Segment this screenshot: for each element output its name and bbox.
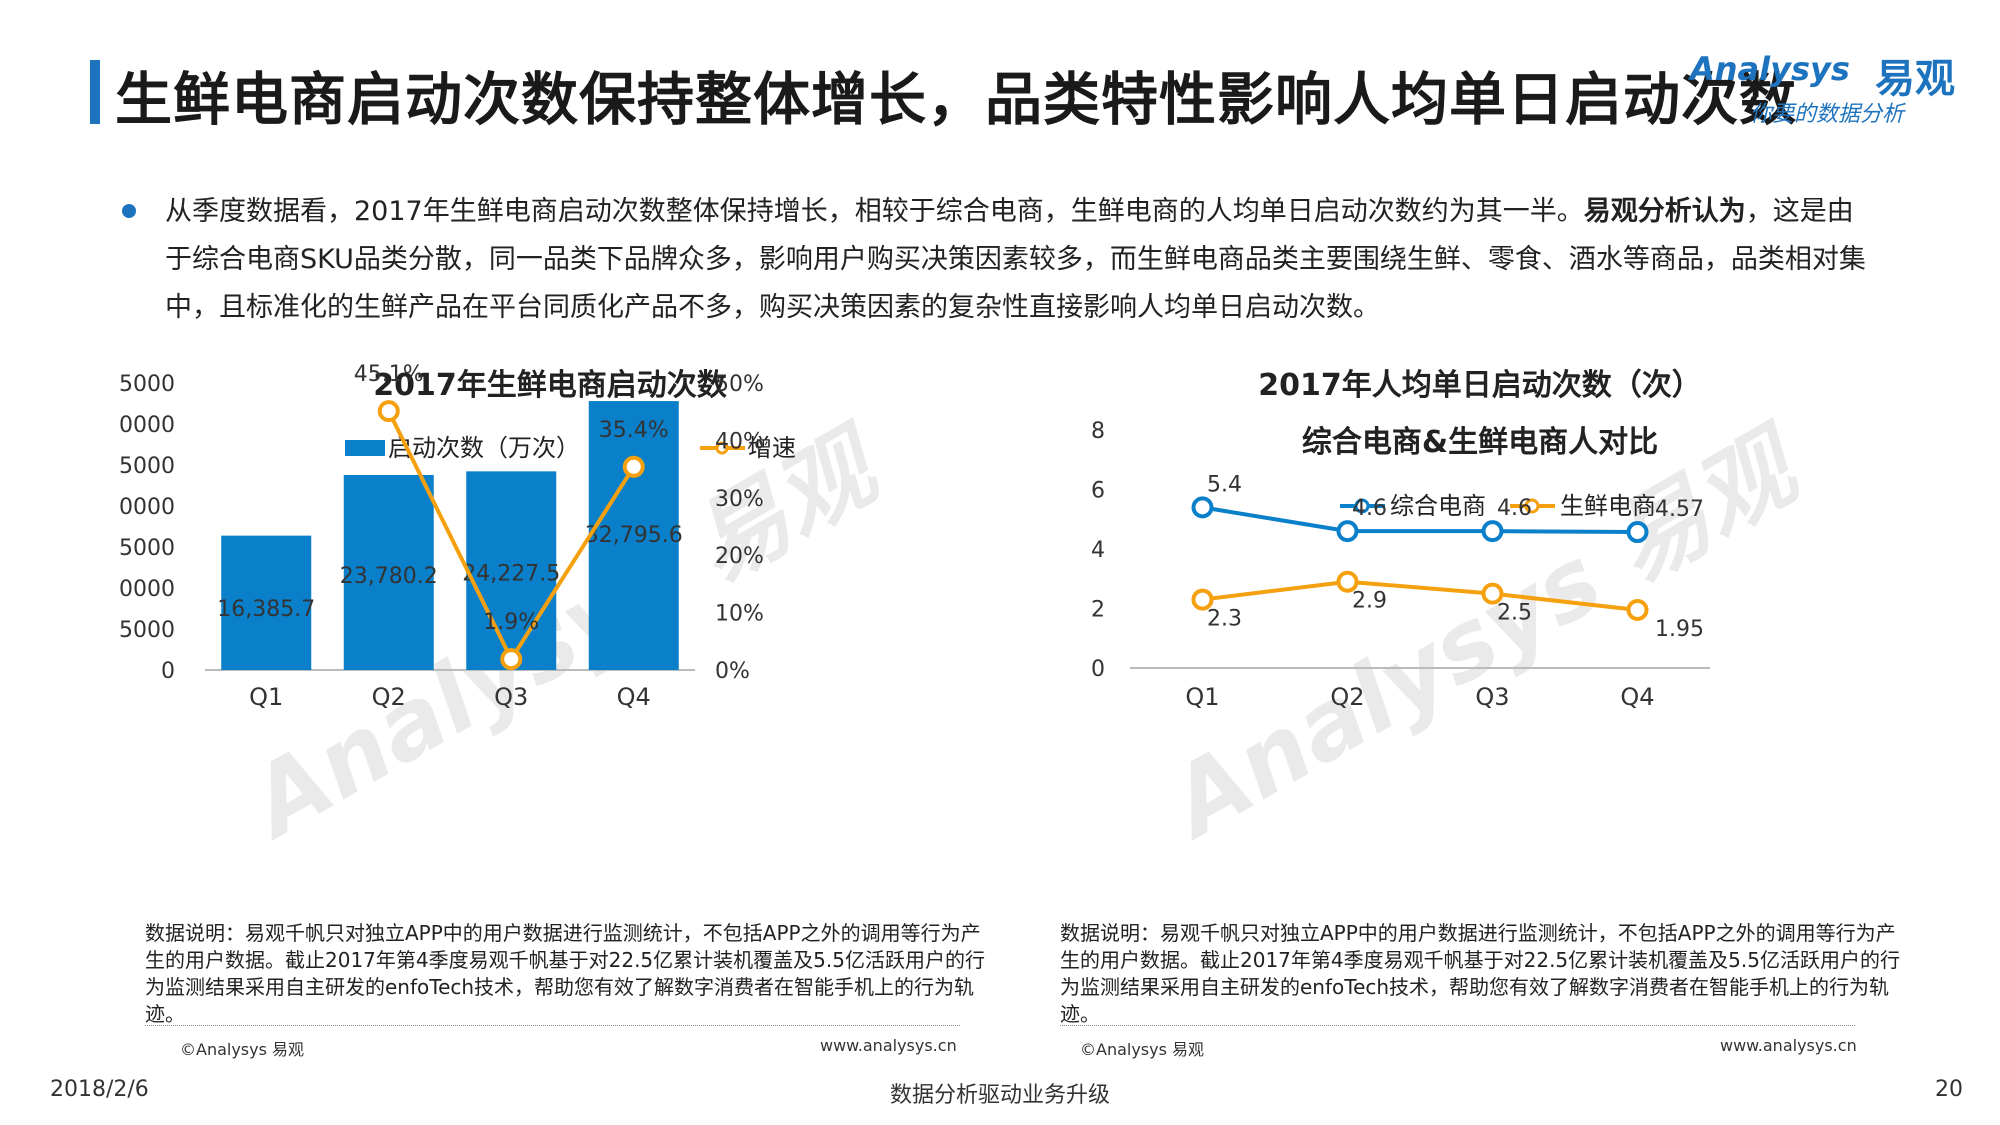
legend-marker-series-1 [1354, 498, 1370, 514]
summary-highlight: 易观分析认为 [1583, 196, 1746, 227]
series-value-label: 5.4 [1207, 472, 1242, 497]
bar-value-label: 32,795.6 [585, 523, 683, 548]
y-tick-label: 8 [1091, 419, 1105, 444]
series-point [1191, 588, 1214, 611]
series-point [1626, 521, 1649, 544]
series-value-label: 4.6 [1497, 496, 1532, 521]
y2-tick-label: 0% [715, 659, 750, 684]
series-value-label: 2.9 [1352, 589, 1387, 614]
title-accent-bar [90, 60, 100, 124]
series-value-label: 2.5 [1497, 601, 1532, 626]
x-tick-label: Q2 [1330, 683, 1364, 711]
y2-tick-label: 20% [715, 544, 764, 569]
series-value-label: 1.95 [1655, 617, 1704, 642]
copyright-left: ©Analysys 易观 [180, 1040, 305, 1059]
series-point [1191, 496, 1214, 519]
y-tick-label: 10000 [120, 577, 175, 602]
x-tick-label: Q1 [249, 683, 283, 711]
x-tick-label: Q1 [1185, 683, 1219, 711]
series-point [1336, 520, 1359, 543]
bar-value-label: 24,227.5 [462, 562, 560, 587]
logo-text-en: Analysys [1690, 50, 1850, 88]
series-point [1336, 570, 1359, 593]
growth-point [500, 648, 523, 671]
copyright-right: ©Analysys 易观 [1080, 1040, 1205, 1059]
logo-text-cn: 易观 [1875, 56, 1955, 102]
brand-logo: Analysys 易观 你要的数据分析 [1690, 50, 1970, 127]
y-tick-label: 0 [161, 659, 175, 684]
website-left: www.analysys.cn [820, 1036, 957, 1055]
legend-marker-series-2 [1524, 498, 1540, 514]
summary-paragraph: 从季度数据看，2017年生鲜电商启动次数整体保持增长，相较于综合电商，生鲜电商的… [165, 188, 1880, 332]
y2-tick-label: 40% [715, 429, 764, 454]
logo-tagline: 你要的数据分析 [1750, 102, 1905, 127]
chart-title: 2017年人均单日启动次数（次） [1258, 368, 1702, 403]
series-point [1481, 582, 1504, 605]
daily-launch-chart: 2017年人均单日启动次数（次） 综合电商&生鲜电商人对比 综合电商 生鲜电商 … [1091, 368, 1710, 711]
website-right: www.analysys.cn [1720, 1036, 1857, 1055]
series-line [1202, 505, 1638, 535]
y-tick-label: 15000 [120, 536, 175, 561]
legend-label-series-2: 生鲜电商 [1560, 492, 1656, 520]
y-tick-label: 5000 [120, 618, 175, 643]
chart-subtitle: 综合电商&生鲜电商人对比 [1302, 425, 1658, 460]
y2-tick-label: 10% [715, 602, 764, 627]
y-tick-label: 30000 [120, 413, 175, 438]
y-tick-label: 4 [1091, 538, 1105, 563]
launch-count-chart: 2017年生鲜电商启动次数 启动次数（万次） 增速 0 5000 10000 1500… [120, 362, 796, 711]
x-tick-label: Q4 [617, 683, 651, 711]
legend-marker-line [715, 441, 729, 455]
bar-value-label: 23,780.2 [340, 564, 438, 589]
growth-label: 1.9% [483, 610, 539, 635]
series-line [1202, 579, 1638, 612]
legend-label-line: 增速 [748, 434, 796, 462]
y2-tick-label: 30% [715, 487, 764, 512]
footer-slogan: 数据分析驱动业务升级 [890, 1083, 1111, 1108]
legend-swatch-bar [345, 440, 385, 456]
legend-label-bar: 启动次数（万次） [388, 434, 580, 462]
bar [466, 471, 557, 670]
bar [221, 535, 312, 670]
chart-legend: 综合电商 生鲜电商 [1340, 492, 1656, 520]
x-tick-label: Q4 [1620, 683, 1654, 711]
y-tick-label: 25000 [120, 454, 175, 479]
bar-value-label: 16,385.7 [217, 597, 315, 622]
chart-legend: 启动次数（万次） 增速 [345, 434, 796, 462]
page-title: 生鲜电商启动次数保持整体增长，品类特性影响人均单日启动次数 [115, 67, 1797, 133]
summary-text-1: 从季度数据看，2017年生鲜电商启动次数整体保持增长，相较于综合电商，生鲜电商的… [165, 196, 1584, 227]
y-tick-label: 6 [1091, 479, 1105, 504]
series-value-label: 4.57 [1655, 497, 1704, 522]
legend-label-series-1: 综合电商 [1390, 492, 1486, 520]
bar [343, 475, 434, 670]
data-note-left: 数据说明：易观千帆只对独立APP中的用户数据进行监测统计，不包括APP之外的调用… [145, 921, 985, 1026]
growth-point [377, 400, 400, 423]
y-tick-label: 20000 [120, 495, 175, 520]
series-point [1481, 520, 1504, 543]
page-number: 20 [1935, 1077, 1963, 1102]
y-tick-label: 2 [1091, 598, 1105, 623]
summary-text-2: ，这是由于综合电商SKU品类分散，同一品类下品牌众多，影响用户购买决策因素较多，… [165, 196, 1866, 323]
x-tick-label: Q2 [372, 683, 406, 711]
series-value-label: 4.6 [1352, 496, 1387, 521]
growth-point [622, 455, 645, 478]
chart-title: 2017年生鲜电商启动次数 [373, 368, 727, 403]
y2-tick-label: 50% [715, 372, 764, 397]
data-note-right: 数据说明：易观千帆只对独立APP中的用户数据进行监测统计，不包括APP之外的调用… [1060, 921, 1900, 1026]
bullet-icon [122, 204, 136, 218]
footer-date: 2018/2/6 [50, 1077, 149, 1102]
series-point [1626, 598, 1649, 621]
divider-right [1060, 1025, 1855, 1026]
divider-left [145, 1025, 960, 1026]
growth-label: 45.1% [354, 362, 424, 387]
bar [588, 401, 679, 670]
series-value-label: 2.3 [1207, 607, 1242, 632]
y-tick-label: 35000 [120, 372, 175, 397]
growth-label: 35.4% [599, 418, 669, 443]
x-tick-label: Q3 [1475, 683, 1509, 711]
x-tick-label: Q3 [494, 683, 528, 711]
y-tick-label: 0 [1091, 657, 1105, 682]
